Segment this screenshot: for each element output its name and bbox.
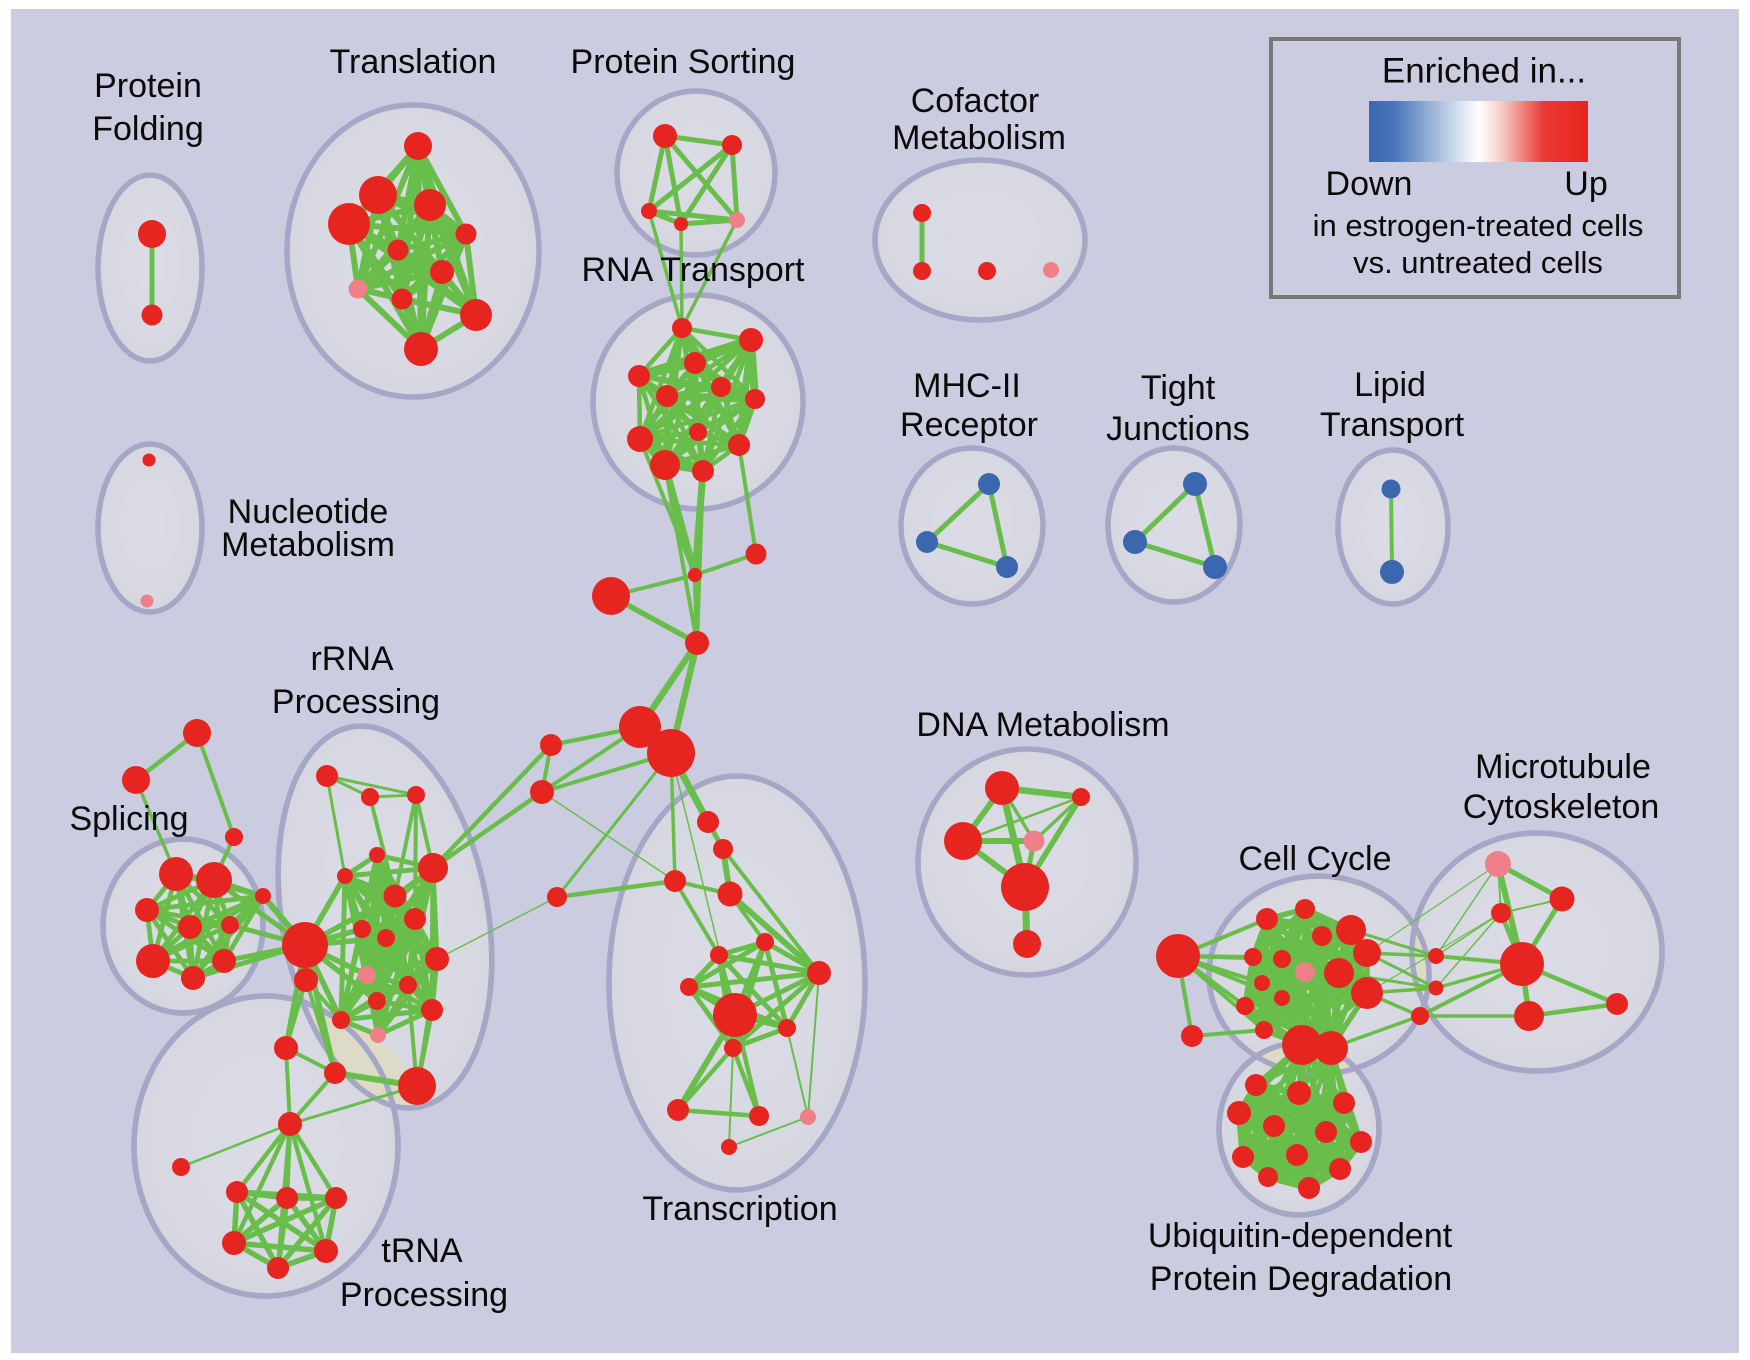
svg-text:Protein: Protein <box>94 67 202 105</box>
svg-text:Folding: Folding <box>92 110 204 148</box>
svg-text:Metabolism: Metabolism <box>221 526 395 564</box>
svg-text:RNA Transport: RNA Transport <box>582 251 806 289</box>
svg-text:DNA Metabolism: DNA Metabolism <box>916 706 1169 744</box>
svg-text:Microtubule: Microtubule <box>1475 748 1651 786</box>
svg-text:rRNA: rRNA <box>310 640 393 678</box>
svg-text:in estrogen-treated cells: in estrogen-treated cells <box>1313 208 1644 243</box>
svg-text:Translation: Translation <box>330 43 497 81</box>
svg-text:Cytoskeleton: Cytoskeleton <box>1463 788 1660 826</box>
svg-text:Transcription: Transcription <box>642 1190 837 1228</box>
svg-text:Protein Sorting: Protein Sorting <box>571 43 796 81</box>
svg-text:Splicing: Splicing <box>69 800 188 838</box>
svg-text:Processing: Processing <box>272 683 440 721</box>
svg-text:Cell Cycle: Cell Cycle <box>1238 840 1391 878</box>
svg-text:Cofactor: Cofactor <box>911 82 1040 120</box>
svg-text:Enriched in...: Enriched in... <box>1382 51 1586 90</box>
svg-text:tRNA: tRNA <box>381 1232 463 1270</box>
svg-text:MHC-II: MHC-II <box>913 367 1021 405</box>
svg-text:Transport: Transport <box>1320 406 1465 444</box>
svg-text:vs. untreated cells: vs. untreated cells <box>1353 245 1603 280</box>
svg-text:Metabolism: Metabolism <box>892 119 1066 157</box>
svg-text:Lipid: Lipid <box>1354 366 1426 404</box>
svg-text:Ubiquitin-dependent: Ubiquitin-dependent <box>1148 1217 1453 1255</box>
svg-text:Tight: Tight <box>1141 369 1216 407</box>
svg-text:Receptor: Receptor <box>900 406 1038 444</box>
svg-text:Down: Down <box>1326 165 1413 203</box>
svg-text:Junctions: Junctions <box>1106 410 1250 448</box>
svg-text:Nucleotide: Nucleotide <box>228 493 389 531</box>
svg-text:Processing: Processing <box>340 1276 508 1314</box>
svg-text:Up: Up <box>1564 165 1607 203</box>
svg-text:Protein Degradation: Protein Degradation <box>1150 1260 1452 1298</box>
